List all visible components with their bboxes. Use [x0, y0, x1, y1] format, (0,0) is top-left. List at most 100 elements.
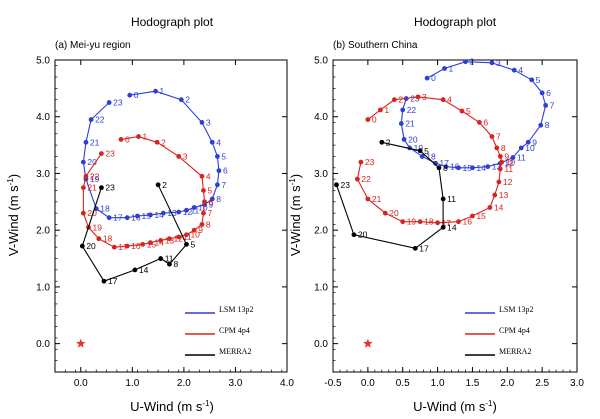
point-hour-label: 12: [504, 158, 514, 168]
data-point: [79, 243, 85, 249]
data-point: [511, 67, 517, 73]
y-tick-label: 5.0: [36, 56, 50, 67]
data-point: [477, 120, 482, 125]
data-point: [80, 159, 86, 165]
data-point: [124, 215, 130, 221]
point-hour-label: 22: [407, 105, 417, 115]
data-point: [494, 145, 500, 151]
data-point: [167, 236, 172, 242]
data-point: [147, 240, 153, 246]
point-hour-label: 18: [424, 217, 434, 227]
point-hour-label: 12: [173, 234, 183, 244]
point-hour-label: 20: [87, 208, 97, 218]
point-hour-label: 3: [183, 151, 188, 161]
point-hour-label: 18: [426, 151, 436, 161]
point-hour-label: 11: [517, 153, 526, 163]
point-hour-label: 20: [358, 230, 368, 240]
data-point: [178, 97, 184, 103]
point-hour-label: 5: [536, 75, 541, 85]
point-hour-label: 11: [504, 164, 513, 174]
data-point: [132, 267, 138, 273]
data-point: [191, 227, 197, 233]
data-point: [538, 122, 544, 128]
series-line: [81, 184, 188, 282]
legend-label-lsm: LSM 13p2: [499, 305, 533, 314]
data-point: [529, 77, 535, 83]
panel-b-plot-frame: [332, 59, 578, 373]
point-hour-label: 22: [95, 115, 105, 125]
legend-label-merra: MERRA2: [499, 347, 531, 356]
point-hour-label: 1: [143, 132, 148, 142]
data-point: [334, 182, 339, 188]
point-hour-label: 14: [447, 222, 457, 232]
data-point: [398, 121, 404, 126]
point-hour-label: 23: [340, 180, 350, 190]
point-hour-label: 7: [496, 132, 501, 142]
point-hour-label: 2: [398, 95, 403, 105]
series-line: [82, 90, 220, 219]
point-hour-label: 23: [113, 98, 123, 108]
point-hour-label: 15: [476, 211, 486, 221]
data-point: [158, 256, 164, 261]
data-point: [184, 241, 189, 247]
panel-a-ticks: 0.0 1.0 2.0 3.0 4.0 0.0 1.0 2.0 3.0 4.0 5.0: [36, 56, 294, 390]
data-point: [442, 66, 447, 71]
x-tick-label: 2.0: [177, 378, 191, 389]
data-point: [435, 220, 440, 226]
data-point: [365, 196, 371, 202]
point-hour-label: 14: [476, 163, 486, 173]
point-hour-label: 19: [407, 217, 417, 227]
data-point: [417, 148, 423, 154]
point-hour-label: 23: [105, 149, 115, 159]
y-tick-label: 0.0: [36, 339, 50, 350]
panel-b-ticks: -0.5 0.0 0.5 1.0 1.5 2.0 2.5 3.0 0.0 1.0 2.0 3.0 4.0…: [314, 56, 584, 390]
y-tick-label: 2.0: [36, 226, 50, 237]
point-hour-label: 11: [190, 205, 199, 215]
series-line: [356, 96, 503, 224]
point-hour-label: 1: [449, 64, 454, 74]
data-point: [433, 160, 438, 166]
data-point: [158, 237, 164, 243]
panel-b-title: Hodograph plot: [414, 15, 497, 29]
point-hour-label: 10: [506, 157, 516, 167]
data-point: [424, 75, 430, 81]
x-tick-label: 0.0: [74, 378, 88, 389]
data-point: [99, 185, 104, 191]
x-tick-label: 2.5: [535, 378, 549, 389]
data-point: [379, 139, 385, 145]
panel-b-legend: LSM 13p2 CPM 4p4 MERRA2: [465, 305, 533, 356]
legend-label-cpm: CPM 4p4: [219, 326, 250, 335]
data-point: [391, 97, 397, 103]
point-hour-label: 15: [462, 163, 472, 173]
point-hour-label: 8: [173, 259, 178, 269]
y-tick-label: 3.0: [314, 169, 328, 180]
point-hour-label: 4: [447, 95, 452, 105]
point-hour-label: 11: [183, 232, 192, 242]
point-hour-label: 10: [198, 202, 208, 212]
point-hour-label: 19: [93, 222, 103, 232]
series-line: [82, 136, 206, 248]
point-hour-label: 10: [190, 230, 200, 240]
data-point: [440, 224, 446, 230]
data-point: [154, 139, 160, 145]
point-hour-label: 6: [546, 88, 551, 98]
point-hour-label: 5: [190, 239, 195, 249]
data-point: [440, 97, 446, 103]
point-hour-label: 9: [209, 200, 214, 210]
point-hour-label: 20: [408, 134, 418, 144]
point-hour-label: 3: [422, 92, 427, 102]
point-hour-label: 7: [550, 100, 555, 110]
point-hour-label: 21: [90, 137, 100, 147]
point-hour-label: 23: [105, 183, 115, 193]
point-hour-label: 6: [483, 117, 488, 127]
data-point: [155, 182, 161, 188]
point-hour-label: 1: [384, 105, 389, 115]
data-point: [489, 134, 495, 139]
data-point: [525, 139, 531, 145]
data-point: [216, 168, 222, 174]
panel-b-ylabel: V-Wind (m s-1): [288, 174, 303, 256]
